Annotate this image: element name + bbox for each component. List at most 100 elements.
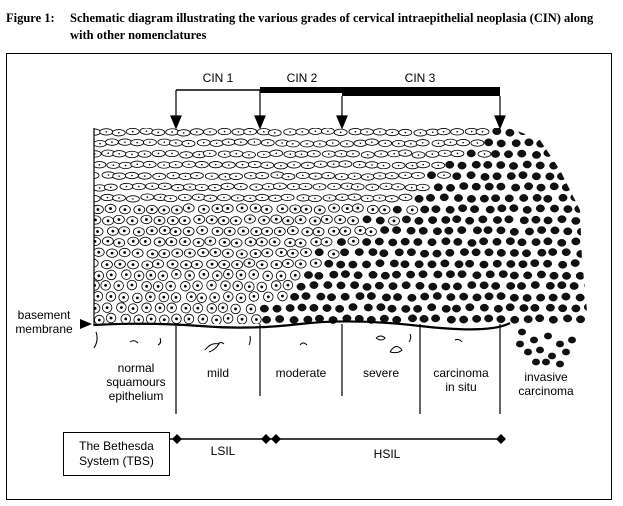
abnormal-cell xyxy=(576,227,586,236)
cell-nucleus xyxy=(107,152,110,155)
abnormal-cell xyxy=(543,149,553,157)
cell-nucleus xyxy=(265,229,269,233)
cell-nucleus xyxy=(226,185,229,188)
abnormal-cell xyxy=(470,205,479,214)
cell-nucleus xyxy=(391,174,393,177)
abnormal-cell xyxy=(414,194,424,203)
cell-nucleus xyxy=(237,197,239,199)
abnormal-cell xyxy=(557,238,567,247)
cell-nucleus xyxy=(263,153,265,156)
abnormal-cell xyxy=(545,172,555,181)
cell-nucleus xyxy=(344,163,347,165)
abnormal-cell xyxy=(509,204,519,212)
cell-nucleus xyxy=(109,316,113,320)
cell-nucleus xyxy=(266,164,269,167)
abnormal-cell xyxy=(387,304,397,313)
abnormal-cell xyxy=(509,162,518,170)
abnormal-cell xyxy=(557,172,567,181)
cell-nucleus xyxy=(104,283,108,287)
epithelium-cells xyxy=(94,128,588,326)
abnormal-cell xyxy=(571,237,581,246)
abnormal-cell xyxy=(557,215,567,224)
abnormal-cell xyxy=(531,238,541,246)
cell-nucleus xyxy=(145,306,148,310)
abnormal-cell xyxy=(543,194,553,203)
cell-nucleus xyxy=(319,143,321,145)
abnormal-cell xyxy=(433,183,443,192)
abnormal-cell xyxy=(484,138,494,147)
abnormal-cell xyxy=(524,182,534,191)
cell-nucleus xyxy=(332,163,335,165)
abnormal-cell xyxy=(575,293,585,302)
normal-cell xyxy=(94,171,100,179)
abnormal-cell xyxy=(543,237,553,246)
abnormal-cell xyxy=(459,292,469,301)
abnormal-cell xyxy=(472,271,482,280)
cell-nucleus xyxy=(148,295,152,299)
cell-nucleus xyxy=(248,217,252,221)
abnormal-cell xyxy=(479,237,489,246)
cell-nucleus xyxy=(157,152,160,155)
abnormal-cell xyxy=(348,303,358,311)
abnormal-cell xyxy=(536,293,546,302)
abnormal-cell xyxy=(327,293,336,302)
abnormal-cell xyxy=(532,151,541,159)
abnormal-cell xyxy=(296,282,306,291)
cell-nucleus xyxy=(105,131,108,133)
abnormal-cell xyxy=(375,259,385,268)
abnormal-cell xyxy=(550,204,559,213)
abnormal-cell xyxy=(414,217,424,225)
abnormal-cell xyxy=(441,237,451,246)
abnormal-cell xyxy=(431,314,441,323)
cell-nucleus xyxy=(249,130,251,133)
cell-nucleus xyxy=(183,284,187,288)
cell-nucleus xyxy=(163,164,165,166)
cell-nucleus xyxy=(255,186,258,188)
cell-nucleus xyxy=(287,175,290,178)
cell-nucleus xyxy=(470,130,473,133)
abnormal-cell xyxy=(583,216,588,225)
abnormal-cell xyxy=(439,193,449,202)
cell-nucleus xyxy=(302,197,305,199)
cell-nucleus xyxy=(442,130,445,133)
abnormal-cell xyxy=(491,282,501,290)
cell-nucleus xyxy=(331,142,334,144)
cell-nucleus xyxy=(200,296,204,300)
cell-nucleus xyxy=(351,219,355,223)
abnormal-cell xyxy=(536,183,546,192)
cell-nucleus xyxy=(410,142,412,145)
cell-nucleus xyxy=(196,306,200,310)
cell-nucleus xyxy=(240,252,244,256)
cell-nucleus xyxy=(291,251,295,255)
cell-nucleus xyxy=(275,263,278,266)
abnormal-cell xyxy=(582,128,588,135)
cell-nucleus xyxy=(145,284,149,288)
abnormal-cell xyxy=(380,271,390,280)
stage-cis-label: carcinoma in situ xyxy=(433,366,489,394)
abnormal-cell xyxy=(368,270,378,279)
cell-nucleus xyxy=(340,152,343,155)
cell-nucleus xyxy=(307,164,309,167)
hsil-label: HSIL xyxy=(373,447,401,461)
abnormal-cell xyxy=(496,292,506,300)
abnormal-cell xyxy=(559,150,568,159)
cell-nucleus xyxy=(265,251,269,255)
cell-nucleus xyxy=(437,142,440,145)
abnormal-cell xyxy=(484,292,494,301)
cell-nucleus xyxy=(262,218,266,222)
cell-nucleus xyxy=(237,131,240,133)
cell-nucleus xyxy=(261,196,264,199)
cell-nucleus xyxy=(240,206,244,210)
cell-nucleus xyxy=(371,164,373,166)
cell-nucleus xyxy=(137,318,141,322)
cell-nucleus xyxy=(299,241,302,245)
abnormal-cell xyxy=(484,248,494,257)
abnormal-cell xyxy=(509,249,519,257)
abnormal-cell xyxy=(297,303,307,312)
cell-nucleus xyxy=(185,154,187,156)
abnormal-cell xyxy=(517,282,526,290)
abnormal-cell xyxy=(336,260,346,269)
cell-nucleus xyxy=(456,130,458,133)
cell-nucleus xyxy=(267,185,270,188)
cell-nucleus xyxy=(304,185,307,188)
